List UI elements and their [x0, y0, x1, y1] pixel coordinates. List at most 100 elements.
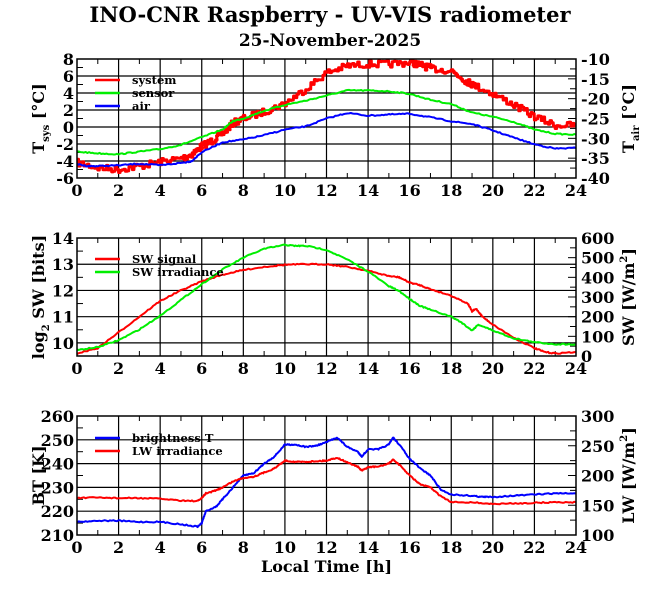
y-tick-label-right: 500 [581, 249, 614, 268]
y-tick-label-right: -30 [581, 129, 610, 148]
y-tick-label-left: 13 [52, 255, 74, 274]
y-tick-label-right: 200 [581, 308, 614, 327]
series-line-system [77, 59, 576, 174]
chart-date: 25-November-2025 [238, 31, 422, 51]
x-tick-label: 8 [238, 538, 249, 557]
plot-frame [76, 58, 577, 179]
legend-label: air [132, 99, 151, 113]
x-tick-label: 10 [274, 181, 296, 200]
series-line-sensor [77, 88, 576, 156]
y-tick-label-right: 100 [581, 526, 614, 545]
y-tick-label-left: 2 [63, 101, 74, 120]
label-unit: ] [619, 427, 638, 435]
label-main: log [29, 331, 48, 359]
label-sub: air [631, 125, 642, 141]
x-tick-label: 22 [523, 181, 545, 200]
y-tick-label-right: 300 [581, 407, 614, 426]
y-tick-label-left: 10 [52, 334, 74, 353]
y-tick-label-right: -35 [581, 149, 610, 168]
legend-label: brightness T [132, 431, 214, 445]
x-tick-label: 22 [523, 359, 545, 378]
y-tick-label-right: -15 [581, 70, 610, 89]
x-tick-label: 16 [399, 538, 421, 557]
y-tick-label-left: 210 [41, 526, 74, 545]
y-tick-label-left: 260 [41, 407, 74, 426]
x-tick-label: 10 [274, 359, 296, 378]
y-tick-label-left: 11 [52, 308, 74, 327]
y-tick-label-right: -10 [581, 50, 610, 69]
x-tick-label: 24 [565, 359, 587, 378]
x-tick-label: 16 [399, 359, 421, 378]
y-tick-label-right: 0 [581, 347, 592, 366]
label-sub: 2 [41, 324, 52, 331]
x-tick-label: 6 [196, 359, 207, 378]
y-tick-label-right: -40 [581, 169, 610, 188]
y-tick-label-left: -4 [56, 152, 74, 171]
y-tick-label-right: 400 [581, 268, 614, 287]
series-line-lw-irradiance [77, 457, 576, 506]
x-tick-label: 18 [440, 359, 462, 378]
x-axis-label: Local Time [h] [261, 557, 392, 576]
plot-frame [76, 237, 577, 357]
label-unit: [°C] [619, 84, 638, 125]
y-tick-label-right: 300 [581, 288, 614, 307]
y-tick-label-right: 600 [581, 229, 614, 248]
x-tick-label: 22 [523, 538, 545, 557]
label-main: LW [W/m [619, 442, 638, 524]
x-tick-label: 8 [238, 181, 249, 200]
x-tick-label: 18 [440, 538, 462, 557]
y-tick-label-left: 12 [52, 281, 74, 300]
x-tick-label: 0 [71, 359, 82, 378]
x-tick-label: 12 [315, 538, 337, 557]
x-tick-label: 10 [274, 538, 296, 557]
legend-label: SW irradiance [132, 265, 224, 279]
x-tick-label: 20 [482, 538, 504, 557]
x-tick-label: 12 [315, 359, 337, 378]
series-line-brightness-t [77, 436, 576, 529]
x-tick-label: 24 [565, 181, 587, 200]
y-tick-label-left: -6 [56, 169, 74, 188]
label-sub: sys [41, 124, 52, 141]
y-tick-label-left: 14 [52, 229, 74, 248]
y-tick-label-left: 4 [63, 84, 74, 103]
x-tick-label: 20 [482, 181, 504, 200]
x-tick-label: 6 [196, 538, 207, 557]
series-line-sw-signal [77, 262, 576, 355]
x-tick-label: 14 [357, 181, 379, 200]
legend-label: SW signal [132, 252, 197, 266]
label-unit: ] [619, 248, 638, 256]
y-axis-label-right: LW [W/m2] [619, 427, 638, 524]
label-sup: 2 [619, 435, 630, 442]
x-tick-label: 0 [71, 538, 82, 557]
x-tick-label: 4 [155, 181, 166, 200]
y-tick-label-right: -20 [581, 90, 610, 109]
x-tick-label: 0 [71, 181, 82, 200]
y-tick-label-left: -2 [56, 135, 74, 154]
x-tick-label: 8 [238, 359, 249, 378]
series-line-air [77, 112, 576, 168]
x-tick-label: 14 [357, 359, 379, 378]
x-tick-label: 4 [155, 538, 166, 557]
x-tick-label: 4 [155, 359, 166, 378]
x-tick-label: 14 [357, 538, 379, 557]
y-tick-label-left: 0 [63, 118, 74, 137]
plot-frame [76, 415, 577, 536]
x-tick-label: 2 [113, 181, 124, 200]
series-line-sw-irradiance [77, 243, 576, 351]
y-tick-label-right: 150 [581, 496, 614, 515]
x-tick-label: 6 [196, 181, 207, 200]
y-tick-label-left: 250 [41, 431, 74, 450]
x-tick-label: 24 [565, 538, 587, 557]
label-unit: SW [bits] [29, 235, 48, 324]
y-axis-label-right: SW [W/m2] [619, 248, 638, 346]
y-tick-label-left: 220 [41, 502, 74, 521]
y-tick-label-left: 230 [41, 478, 74, 497]
legend-label: system [132, 73, 176, 87]
label-unit: [°C] [29, 83, 48, 124]
x-tick-label: 2 [113, 538, 124, 557]
label-main: T [29, 142, 48, 154]
